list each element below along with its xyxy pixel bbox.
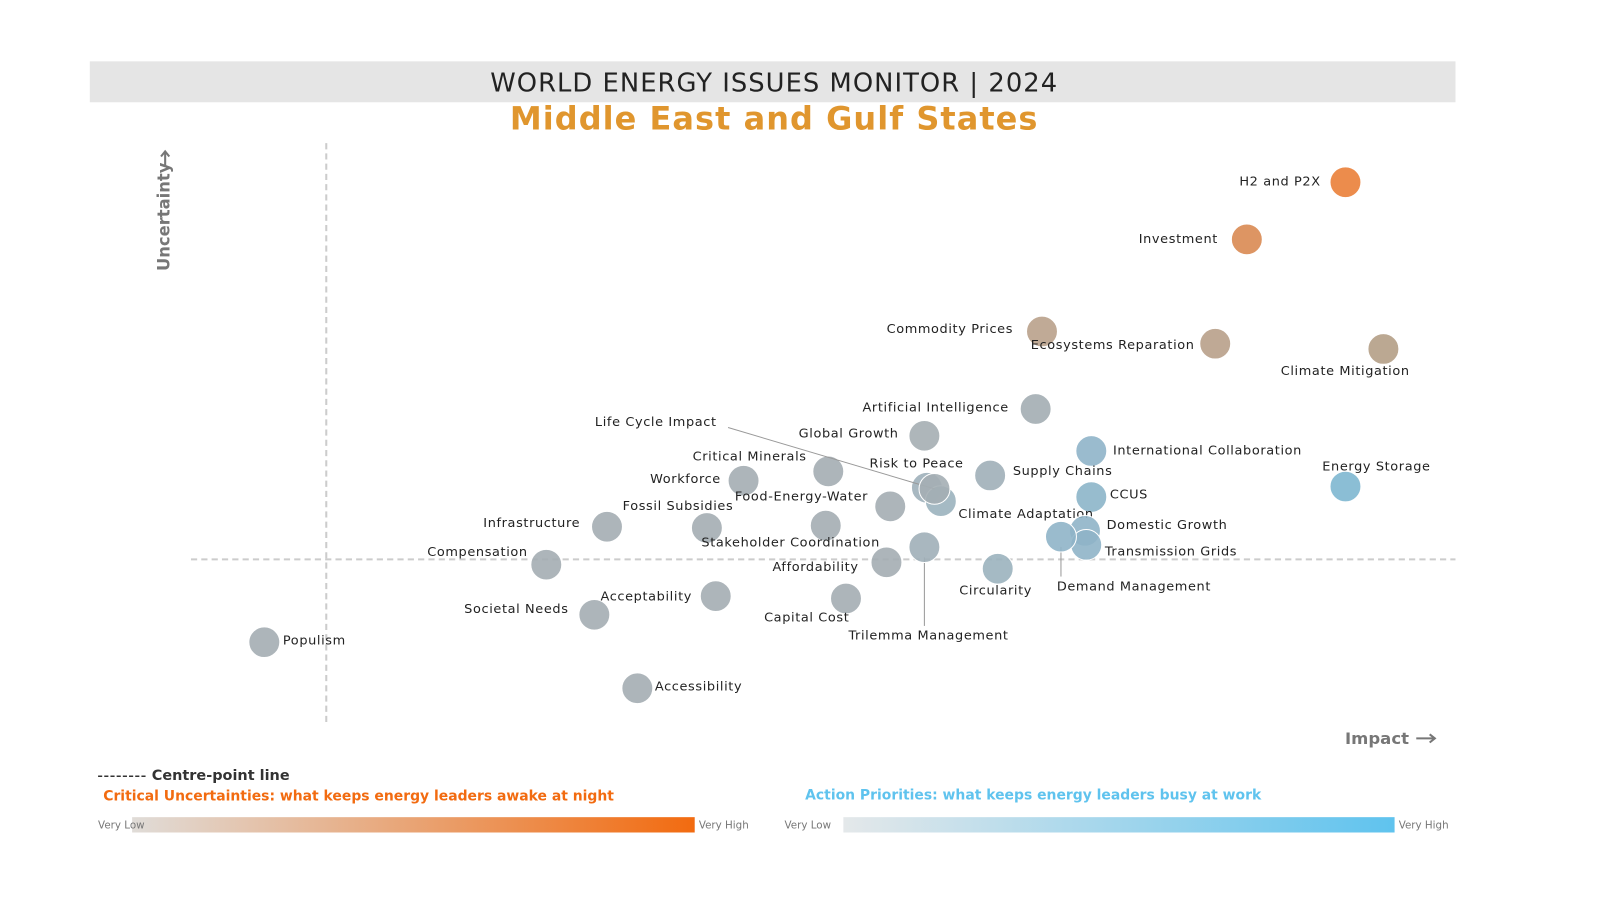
- issue-point: [1019, 393, 1052, 425]
- issue-label: Climate Adaptation: [958, 507, 1093, 522]
- issue-point: [621, 672, 654, 705]
- legend-priorities: Action Priorities: what keeps energy lea…: [805, 788, 1262, 804]
- issue-label: Workforce: [650, 472, 721, 487]
- legend-centre-line: Centre-point line: [152, 768, 290, 784]
- chart-subtitle: Middle East and Gulf States: [510, 100, 1039, 138]
- issue-label: Critical Minerals: [693, 450, 807, 465]
- issue-label: H2 and P2X: [1239, 175, 1320, 190]
- leader-line: [727, 427, 935, 490]
- scale-high: Very High: [1399, 819, 1449, 831]
- issue-label: Domestic Growth: [1107, 518, 1228, 533]
- issue-point: [1199, 327, 1232, 360]
- issue-label: Capital Cost: [764, 610, 849, 625]
- issue-point: [1044, 520, 1077, 553]
- issue-label: Fossil Subsidies: [623, 499, 734, 514]
- x-axis-label: Impact: [1345, 729, 1409, 748]
- title-band: [89, 61, 1456, 103]
- issue-point: [699, 580, 732, 612]
- issue-point: [908, 419, 941, 452]
- issue-label: Risk to Peace: [870, 457, 964, 472]
- issue-point: [248, 626, 281, 659]
- issue-point: [829, 582, 862, 615]
- issue-label: Acceptability: [601, 590, 692, 605]
- issue-label: Food-Energy-Water: [735, 490, 868, 505]
- y-axis-arrow: [160, 149, 171, 166]
- legend-uncertainties: Critical Uncertainties: what keeps energ…: [103, 789, 614, 805]
- issue-label: Supply Chains: [1013, 464, 1113, 479]
- issue-label: Accessibility: [655, 680, 742, 695]
- issue-label: Affordability: [772, 560, 858, 575]
- issue-point: [590, 510, 623, 543]
- issue-label: Energy Storage: [1322, 460, 1430, 475]
- issue-label: Circularity: [959, 584, 1032, 599]
- issue-label: Societal Needs: [464, 602, 568, 617]
- issue-point: [809, 509, 842, 542]
- issue-point: [918, 473, 951, 505]
- issue-label: Trilemma Management: [847, 629, 1008, 644]
- issue-label: Artificial Intelligence: [862, 401, 1008, 416]
- issue-point: [1075, 435, 1108, 467]
- issue-point: [1230, 223, 1263, 256]
- issue-point: [974, 459, 1007, 492]
- chart-title: WORLD ENERGY ISSUES MONITOR | 2024: [490, 68, 1058, 98]
- scale-high: Very High: [699, 819, 749, 831]
- priority-scale: [843, 817, 1395, 833]
- issue-point: [727, 464, 760, 497]
- issue-label: Populism: [283, 634, 346, 649]
- issue-point: [578, 598, 611, 631]
- issue-label: CCUS: [1110, 488, 1148, 503]
- issue-point: [1367, 333, 1400, 365]
- issue-label: Demand Management: [1057, 579, 1211, 594]
- issue-label: Ecosystems Reparation: [1031, 338, 1195, 353]
- issue-label: Infrastructure: [483, 516, 580, 531]
- issue-label: Life Cycle Impact: [595, 415, 717, 430]
- x-axis-arrow: [1416, 733, 1437, 744]
- issue-point: [870, 546, 903, 579]
- issue-label: International Collaboration: [1113, 444, 1302, 459]
- issue-label: Compensation: [427, 545, 527, 560]
- issue-point: [812, 455, 845, 488]
- issue-point: [908, 531, 941, 564]
- issue-point: [1025, 315, 1058, 348]
- scale-low: Very Low: [785, 819, 832, 831]
- issue-label: Commodity Prices: [887, 322, 1013, 337]
- issue-point: [1329, 470, 1362, 503]
- issue-point: [1075, 481, 1108, 513]
- issue-label: Investment: [1139, 232, 1218, 247]
- issue-label: Stakeholder Coordination: [701, 536, 879, 551]
- plot-area: H2 and P2X Investment Commodity Prices Ecos…: [190, 143, 1456, 727]
- issue-point: [874, 490, 907, 523]
- issue-label: Climate Mitigation: [1281, 364, 1410, 379]
- y-axis-label: Uncertainty: [155, 162, 174, 271]
- issue-point: [1329, 166, 1362, 199]
- issue-point: [530, 548, 563, 581]
- uncertainty-scale: [132, 817, 695, 833]
- issue-label: Transmission Grids: [1104, 545, 1237, 560]
- issue-point: [690, 512, 723, 544]
- issue-label: Global Growth: [799, 426, 899, 441]
- scale-low: Very Low: [98, 819, 145, 831]
- issue-point: [981, 552, 1014, 585]
